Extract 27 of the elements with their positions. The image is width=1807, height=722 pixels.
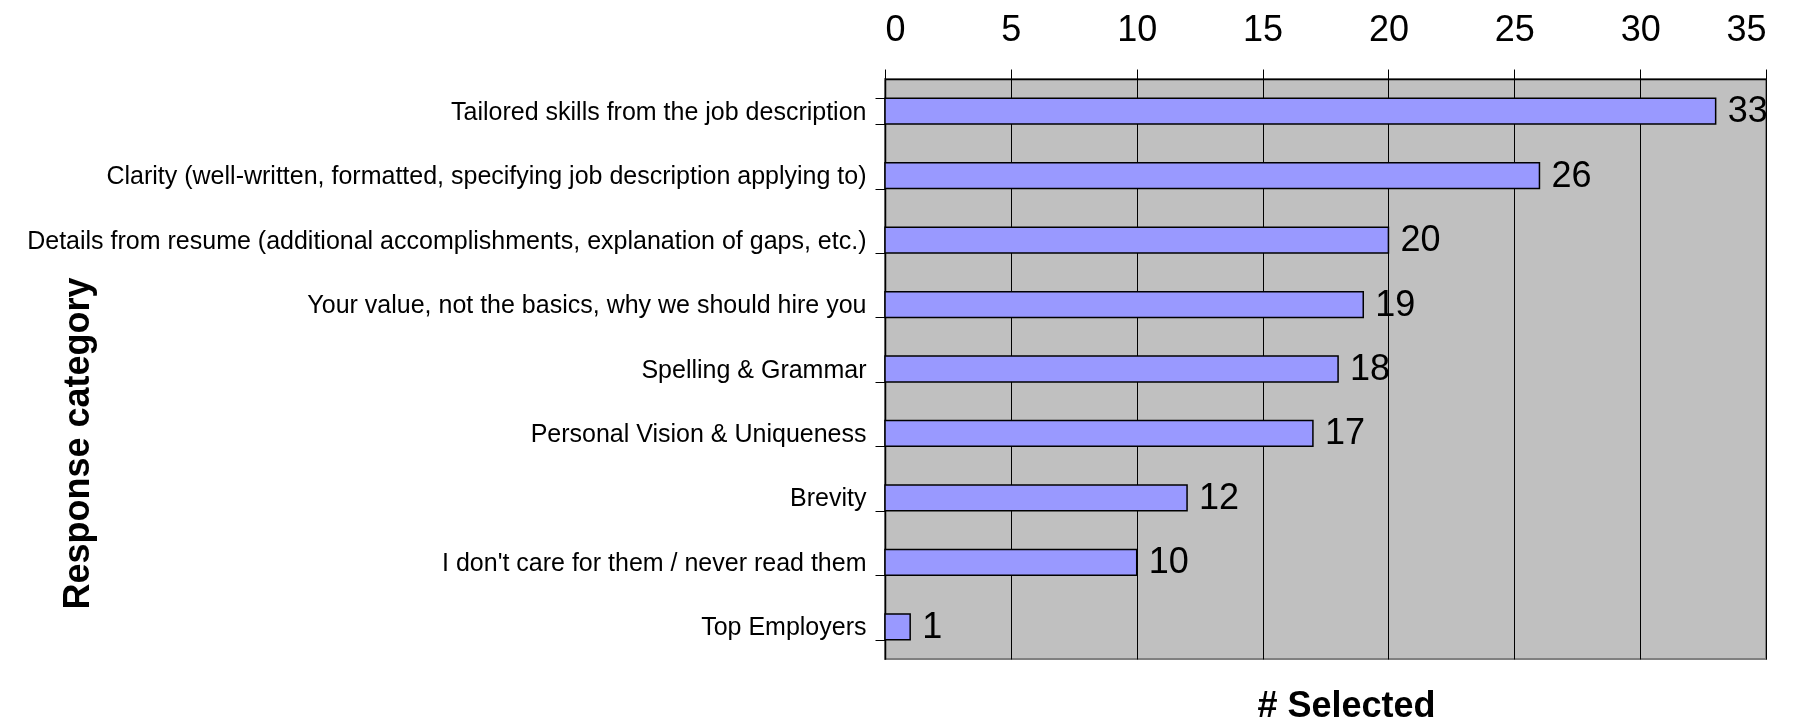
data-label: 10 xyxy=(1148,540,1189,582)
y-tick-label: Your value, not the basics, why we should hire you xyxy=(307,290,867,319)
data-label: 20 xyxy=(1400,218,1441,260)
data-label: 17 xyxy=(1324,411,1365,453)
y-tick-label: Top Employers xyxy=(701,612,867,641)
y-tick-label: Personal Vision & Uniqueness xyxy=(530,418,867,447)
x-tick-label: 30 xyxy=(1620,7,1661,49)
x-tick-label: 20 xyxy=(1368,7,1409,49)
x-tick-label: 15 xyxy=(1243,7,1284,49)
data-label: 18 xyxy=(1350,347,1391,388)
data-label: 26 xyxy=(1551,153,1592,195)
x-axis-title: # Selected xyxy=(1257,683,1436,722)
data-label: 1 xyxy=(922,604,943,646)
x-tick-label: 35 xyxy=(1726,7,1767,49)
x-tick-label: 25 xyxy=(1494,7,1535,49)
y-tick-label: Details from resume (additional accomplishments, explanation of gaps, etc.) xyxy=(27,225,867,254)
y-tick-label: Spelling & Grammar xyxy=(641,354,867,383)
x-tick-label: 0 xyxy=(885,7,906,49)
y-tick-label: Brevity xyxy=(790,483,867,512)
data-label: 12 xyxy=(1199,475,1240,517)
x-tick-label: 10 xyxy=(1117,7,1158,49)
x-tick-label: 5 xyxy=(1001,7,1022,49)
y-axis-title: Response category xyxy=(55,277,97,610)
y-tick-label: Tailored skills from the job description xyxy=(451,96,867,125)
data-label: 33 xyxy=(1727,89,1768,131)
y-tick-label: Clarity (well-written, formatted, specifying job description applying to) xyxy=(106,161,867,190)
y-tick-label: I don't care for them / never read them xyxy=(442,547,867,576)
